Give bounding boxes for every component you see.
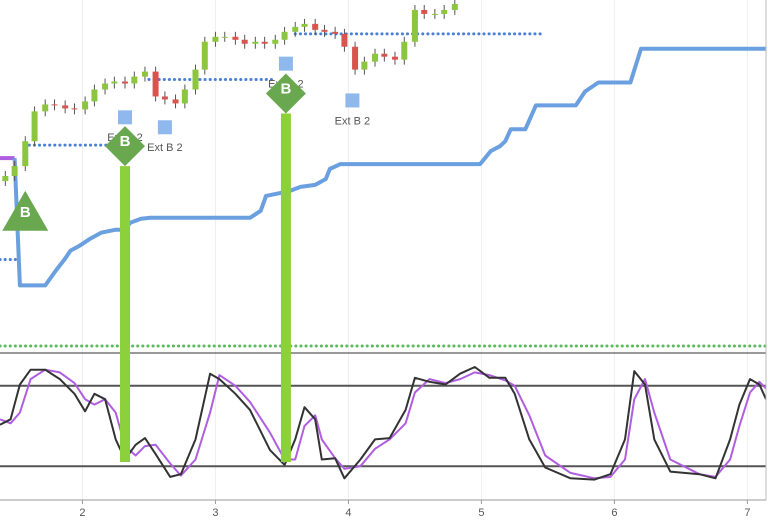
candle-body <box>232 36 239 40</box>
candle-body <box>341 33 348 47</box>
candle-body <box>152 71 159 97</box>
candle-body <box>111 81 118 84</box>
candle-body <box>122 81 129 84</box>
buy-label: B <box>280 80 291 97</box>
candle-body <box>281 31 288 40</box>
candle-body <box>22 141 29 167</box>
candle-body <box>272 39 279 44</box>
candle-body <box>312 23 319 30</box>
candle-body <box>352 46 359 70</box>
candle-body <box>332 31 339 34</box>
oscillator-panel <box>0 366 766 481</box>
candle-body <box>381 53 388 57</box>
candle-body <box>361 61 368 70</box>
signals: B B B <box>2 73 306 462</box>
candle-body <box>421 9 428 14</box>
candle-body <box>31 111 38 142</box>
candle-body <box>201 41 208 70</box>
x-axis-labels: 2 3 4 5 6 7 <box>79 500 750 519</box>
candle-body <box>451 3 458 10</box>
x-tick-label: 4 <box>345 507 351 519</box>
candle-body <box>221 36 228 38</box>
candle-body <box>292 26 299 32</box>
series-line <box>0 366 766 481</box>
candle-body <box>172 99 179 104</box>
candle-body <box>82 101 89 110</box>
candle-body <box>161 96 168 100</box>
buy-label: B <box>120 133 131 150</box>
candle-body <box>301 23 308 27</box>
candle-body <box>261 41 268 44</box>
candle-body <box>431 13 438 15</box>
buy-label: B <box>20 204 31 221</box>
candle-body <box>11 166 18 176</box>
x-tick-label: 6 <box>611 507 617 519</box>
candle-body <box>102 83 109 90</box>
candle-body <box>71 108 78 110</box>
candle-body <box>51 104 58 106</box>
candle-body <box>212 36 219 42</box>
x-tick-label: 7 <box>744 507 750 519</box>
buy-marker <box>2 190 49 231</box>
candle-body <box>131 76 138 84</box>
candle-body <box>192 69 199 90</box>
candle-body <box>441 9 448 14</box>
buy-marker <box>265 73 306 114</box>
candle-body <box>252 41 259 44</box>
x-tick-label: 3 <box>212 507 218 519</box>
ext-marker <box>345 93 360 108</box>
candle-body <box>62 105 69 109</box>
candle-body <box>181 89 188 104</box>
candle-body <box>401 41 408 60</box>
ext-marker <box>278 56 293 71</box>
ext-label: Ext B 2 <box>335 115 370 127</box>
x-tick-label: 5 <box>478 507 484 519</box>
grid <box>81 0 748 500</box>
candle-body <box>141 71 148 77</box>
candle-body <box>42 104 49 112</box>
candle-body <box>91 89 98 102</box>
candle-body <box>391 56 398 60</box>
series-line <box>0 368 766 480</box>
candle-body <box>321 29 328 32</box>
candle-body <box>241 39 248 44</box>
ext-marker <box>118 110 133 125</box>
ext-marker <box>157 120 172 135</box>
ext-label: Ext B 2 <box>147 142 182 154</box>
buy-marker <box>105 126 146 167</box>
candle-body <box>411 9 418 42</box>
x-tick-label: 2 <box>79 507 85 519</box>
candle-body <box>372 53 379 62</box>
candle-body <box>2 176 9 181</box>
